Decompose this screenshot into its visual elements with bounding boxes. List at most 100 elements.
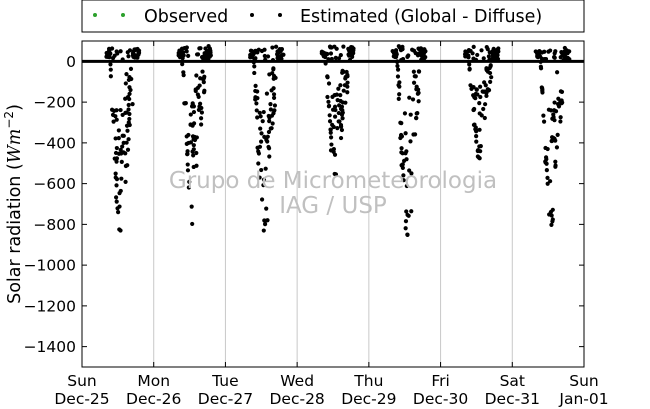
estimated-point (340, 116, 345, 121)
x-tick-label-date: Dec-29 (341, 390, 396, 408)
y-tick-label: −1000 (24, 257, 76, 275)
estimated-point (253, 95, 258, 100)
estimated-point (271, 73, 277, 79)
estimated-point (187, 179, 192, 185)
estimated-point (132, 47, 137, 52)
estimated-point (414, 87, 419, 92)
estimated-point (332, 114, 338, 119)
estimated-point (395, 74, 401, 79)
estimated-point (484, 66, 489, 71)
estimated-point (119, 159, 124, 164)
estimated-point (481, 106, 486, 112)
estimated-point (117, 204, 122, 209)
y-axis-label-exponent: −2 (2, 111, 16, 129)
estimated-point (496, 46, 501, 51)
estimated-point (544, 157, 549, 162)
estimated-point (190, 101, 195, 106)
estimated-point (345, 90, 350, 95)
plot-frame (81, 40, 585, 368)
estimated-point (407, 95, 412, 100)
estimated-point (326, 57, 331, 62)
estimated-point (261, 228, 266, 233)
estimated-point (405, 54, 410, 59)
x-tick-label-day: Thu (353, 372, 383, 390)
estimated-point (350, 45, 355, 50)
estimated-point (198, 46, 203, 51)
estimated-point (489, 75, 494, 80)
estimated-point (482, 80, 487, 85)
estimated-point (255, 115, 260, 120)
estimated-point (257, 110, 262, 115)
estimated-point (474, 139, 479, 144)
estimated-point (254, 48, 259, 54)
y-tick-label: −1400 (24, 338, 76, 356)
estimated-point (323, 61, 328, 66)
estimated-point (114, 117, 119, 122)
estimated-point (406, 213, 411, 218)
estimated-point (549, 222, 554, 228)
estimated-point (262, 134, 267, 139)
estimated-point (401, 178, 406, 183)
estimated-point (330, 107, 336, 112)
estimated-point (191, 143, 196, 148)
estimated-point (558, 119, 563, 124)
estimated-point (328, 148, 334, 153)
legend-marker (121, 13, 125, 17)
estimated-point (196, 107, 202, 113)
estimated-point (270, 121, 275, 126)
estimated-point (411, 80, 417, 85)
estimated-point (113, 171, 118, 176)
estimated-point (478, 84, 483, 89)
estimated-point (347, 57, 353, 63)
estimated-point (486, 54, 491, 59)
estimated-point (545, 181, 550, 186)
estimated-point (398, 120, 403, 125)
estimated-point (336, 103, 342, 108)
estimated-point (118, 107, 123, 113)
estimated-point (404, 209, 409, 214)
estimated-point (405, 232, 410, 237)
estimated-point (397, 84, 402, 89)
estimated-point (487, 57, 492, 62)
estimated-point (127, 85, 132, 90)
estimated-point (120, 144, 125, 149)
estimated-point (111, 119, 116, 124)
estimated-point (186, 185, 191, 190)
estimated-point (329, 142, 334, 147)
estimated-point (121, 150, 126, 155)
estimated-point (477, 156, 482, 161)
estimated-point (397, 92, 402, 97)
estimated-point (422, 47, 427, 52)
estimated-point (473, 127, 478, 132)
estimated-point (403, 131, 408, 136)
estimated-point (332, 104, 338, 109)
estimated-point (336, 110, 341, 116)
estimated-point (186, 53, 191, 58)
estimated-point (181, 53, 186, 58)
estimated-point (553, 159, 558, 164)
estimated-point (338, 52, 343, 58)
estimated-point (410, 47, 415, 52)
x-tick-label-day: Sun (67, 372, 97, 390)
estimated-point (484, 93, 489, 99)
estimated-point (347, 48, 352, 53)
estimated-point (478, 94, 483, 100)
estimated-point (343, 100, 348, 105)
estimated-point (343, 76, 348, 81)
estimated-point (558, 115, 563, 120)
estimated-point (553, 49, 558, 54)
estimated-point (180, 62, 185, 67)
estimated-point (478, 144, 483, 149)
y-axis: 0 −200 −400 −600 −800 −1000 −1200 −1400 (24, 53, 584, 356)
estimated-point (253, 88, 258, 94)
estimated-point (477, 101, 482, 106)
estimated-point (337, 119, 342, 124)
points-layer (104, 44, 572, 237)
estimated-point (565, 56, 570, 61)
estimated-point (267, 119, 272, 124)
estimated-point (345, 72, 350, 77)
watermark: Grupo de Micrometeorologia IAG / USP (169, 168, 497, 219)
estimated-point (403, 151, 408, 156)
estimated-point (551, 55, 557, 60)
x-tick-label-day: Wed (280, 372, 314, 390)
